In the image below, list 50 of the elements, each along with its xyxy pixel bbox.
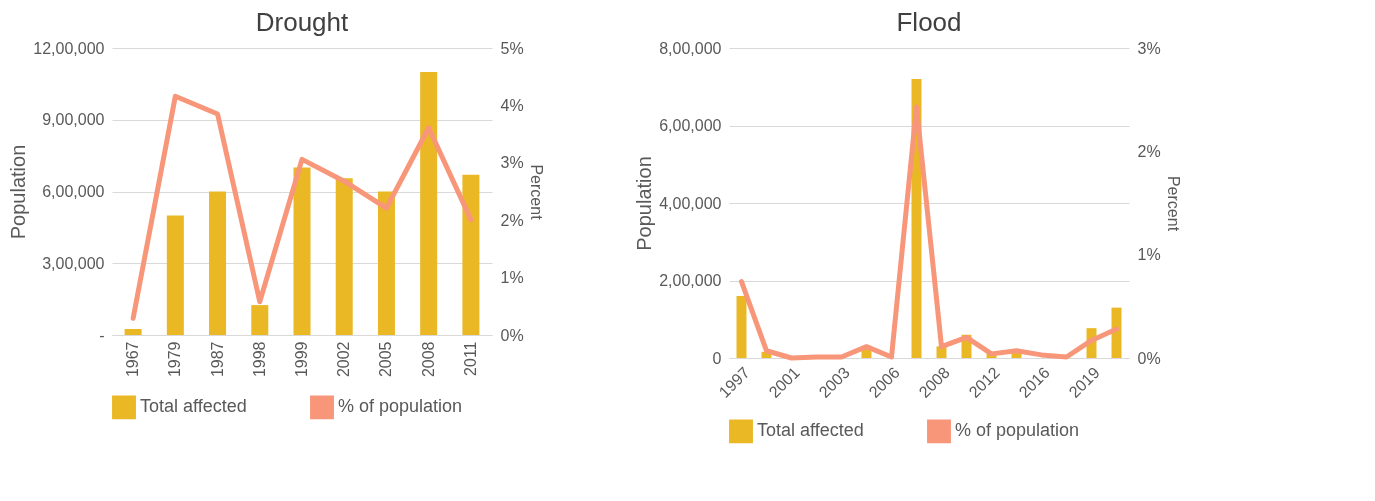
y2-axis-title: Percent: [1164, 175, 1182, 232]
chart-title: Flood: [896, 7, 962, 37]
y2-tick-label: 2%: [1137, 142, 1161, 160]
bar: [251, 305, 269, 335]
y2-tick-label: 2%: [500, 211, 524, 229]
y-tick-label: -: [99, 326, 105, 344]
x-tick-label: 1999: [293, 341, 310, 378]
y2-tick-label: 5%: [500, 39, 524, 57]
y-axis-title: Population: [7, 144, 30, 240]
y-tick-label: 6,00,000: [42, 183, 105, 200]
x-tick-label: 1987: [208, 341, 226, 378]
y-tick-label: 0: [712, 349, 722, 367]
legend-label: Total affected: [140, 396, 247, 417]
bar: [462, 174, 480, 335]
legend-label: % of population: [955, 420, 1080, 441]
x-tick-label: 1979: [166, 341, 184, 378]
y2-tick-label: 0%: [500, 326, 524, 344]
legend-label: Total affected: [757, 420, 864, 441]
x-tick-label: 1967: [124, 341, 142, 378]
bar: [420, 71, 438, 335]
y-axis-title: Population: [633, 156, 656, 251]
bar: [335, 178, 353, 335]
y-tick-label: 12,00,000: [33, 39, 105, 57]
legend-label: % of population: [338, 396, 463, 417]
bar: [736, 296, 747, 358]
y-tick-label: 4,00,000: [659, 194, 722, 212]
y2-tick-label: 1%: [1137, 246, 1161, 264]
bar: [209, 191, 227, 335]
bar: [293, 167, 311, 335]
bar: [124, 329, 142, 335]
y-tick-label: 3,00,000: [42, 254, 105, 272]
y2-tick-label: 1%: [500, 269, 524, 287]
bar: [166, 215, 184, 335]
bar: [377, 191, 395, 335]
y2-tick-label: 3%: [500, 154, 524, 172]
bar: [1111, 307, 1122, 358]
chart-title: Drought: [255, 7, 350, 37]
y2-tick-label: 3%: [1137, 39, 1161, 57]
y-tick-label: 9,00,000: [42, 111, 105, 129]
y-tick-label: 2,00,000: [659, 272, 722, 289]
x-tick-label: 1998: [250, 341, 268, 378]
x-tick-label: 2008: [419, 341, 437, 378]
x-tick-label: 2005: [377, 341, 395, 378]
y2-tick-label: 4%: [500, 96, 524, 114]
y-tick-label: 6,00,000: [659, 117, 722, 134]
x-tick-label: 2011: [461, 341, 479, 376]
x-tick-label: 2002: [335, 341, 353, 378]
y2-tick-label: 0%: [1137, 349, 1161, 367]
y-tick-label: 8,00,000: [659, 39, 722, 57]
y2-axis-title: Percent: [527, 164, 545, 221]
